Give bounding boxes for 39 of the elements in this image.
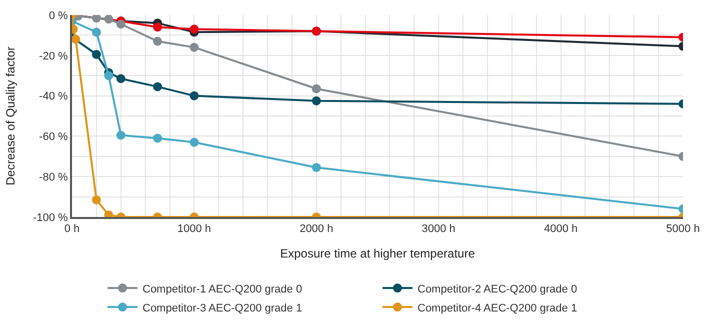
- point: [153, 22, 162, 32]
- legend-label: Competitor-3 AEC-Q200 grade 1: [142, 302, 302, 314]
- point: [312, 84, 321, 94]
- y-tick-label: -80 %: [39, 171, 68, 184]
- point: [190, 91, 199, 100]
- point: [92, 50, 101, 59]
- y-axis-title: Decrease of Quality factor: [4, 46, 18, 186]
- point: [72, 34, 80, 44]
- point: [153, 36, 162, 46]
- y-tick-label: 0 %: [48, 10, 68, 22]
- point: [312, 163, 321, 172]
- point: [92, 15, 101, 23]
- point: [190, 42, 199, 52]
- point: [116, 20, 126, 29]
- x-tick-label: 2000 h: [300, 223, 334, 236]
- x-tick-label: 4000 h: [544, 223, 578, 236]
- legend-label: Competitor-4 AEC-Q200 grade 1: [418, 302, 578, 314]
- point: [104, 71, 114, 80]
- x-tick-label: 1000 h: [177, 223, 212, 236]
- point: [190, 24, 199, 34]
- y-tick-label: -100 %: [32, 212, 68, 224]
- point: [312, 96, 321, 106]
- point: [92, 195, 101, 204]
- legend-label: Competitor-1 AEC-Q200 grade 0: [142, 283, 302, 296]
- y-tick-label: -60 %: [39, 131, 68, 144]
- point: [92, 28, 101, 37]
- point: [153, 82, 162, 92]
- point: [116, 130, 126, 140]
- point: [116, 74, 126, 84]
- y-tick-label: -40 %: [39, 90, 68, 103]
- x-tick-label: 5000 h: [666, 223, 700, 236]
- legend-label: Competitor-2 AEC-Q200 grade 0: [418, 283, 578, 296]
- point: [190, 138, 199, 147]
- x-axis-title: Exposure time at higher temperature: [280, 246, 476, 261]
- x-tick-label: 3000 h: [422, 223, 456, 236]
- point: [104, 15, 114, 24]
- y-tick-label: -20 %: [39, 50, 68, 62]
- x-tick-label: 0 h: [64, 223, 80, 236]
- point: [153, 134, 162, 143]
